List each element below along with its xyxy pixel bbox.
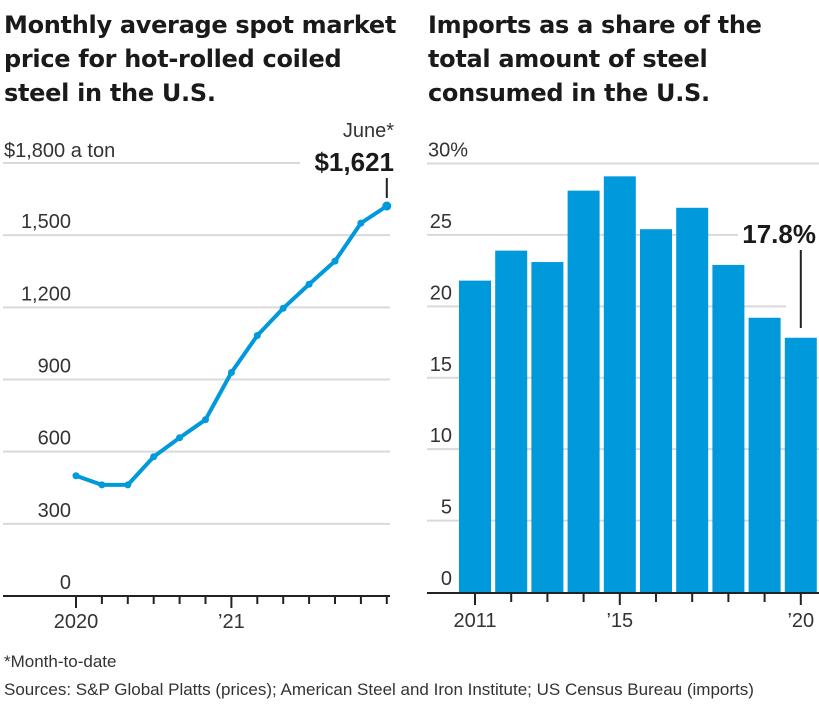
x-tick-label: 2020	[54, 611, 99, 633]
y-tick-label: 900	[38, 356, 71, 378]
y-tick-label: 20	[430, 282, 452, 304]
import-share-bar	[640, 229, 672, 592]
y-tick-label: 25	[430, 211, 452, 233]
x-tick-label: ’15	[606, 610, 633, 632]
y-tick-label: 1,200	[21, 283, 71, 305]
price-data-point	[124, 481, 132, 489]
y-tick-label: 0	[441, 568, 452, 590]
sources-note: Sources: S&P Global Platts (prices); Ame…	[4, 680, 754, 699]
import-share-bar	[603, 176, 636, 593]
y-tick-label: 5	[441, 497, 452, 519]
price-series-line	[75, 204, 388, 487]
right-chart-title: Imports as a share of the total amount o…	[428, 11, 762, 107]
import-share-bar	[748, 317, 781, 592]
import-share-bar	[784, 337, 817, 592]
imports-bar-chart: 0 5 10 15 20 25 30% 2011 ’15 ’20 17.8%	[427, 140, 819, 632]
x-tick-label: 2011	[453, 610, 496, 632]
y-tick-label: 10	[430, 425, 452, 447]
y-tick-label: 1,500	[21, 211, 71, 233]
price-data-point	[382, 201, 392, 211]
price-data-point	[72, 472, 80, 480]
price-data-point	[150, 453, 158, 461]
y-tick-label: 300	[38, 500, 71, 522]
price-data-point	[305, 280, 313, 288]
price-data-point	[227, 369, 235, 377]
price-data-point	[202, 416, 209, 424]
annotation-value-label: 17.8%	[742, 219, 816, 249]
price-data-point	[176, 434, 184, 442]
left-chart-title: Monthly average spot market price for ho…	[4, 11, 396, 107]
price-line-chart: 0 300 600 900 1,200 1,500 $1,800 a ton 2020 ’21 J…	[3, 120, 394, 633]
import-share-bar	[712, 264, 745, 592]
x-tick-label: ’20	[787, 610, 814, 632]
price-data-point	[253, 331, 261, 339]
annotation-value-label: $1,621	[314, 147, 394, 177]
price-data-point	[357, 219, 365, 227]
y-tick-label: 600	[38, 428, 71, 450]
price-data-point	[279, 304, 287, 312]
y-axis-unit-label: $1,800 a ton	[4, 140, 115, 162]
import-share-bar	[567, 190, 600, 592]
import-share-bar	[459, 280, 491, 592]
y-axis-unit-label: 30%	[428, 140, 468, 162]
footnote: *Month-to-date	[4, 652, 117, 671]
annotation-month-label: June*	[343, 120, 394, 142]
import-share-bar	[531, 262, 564, 592]
price-data-point	[98, 481, 106, 489]
import-share-bar	[495, 250, 528, 592]
import-share-bar	[676, 207, 709, 593]
x-tick-label: ’21	[218, 611, 245, 633]
y-tick-label: 0	[60, 572, 71, 594]
y-tick-label: 15	[430, 354, 452, 376]
price-data-point	[331, 257, 339, 265]
